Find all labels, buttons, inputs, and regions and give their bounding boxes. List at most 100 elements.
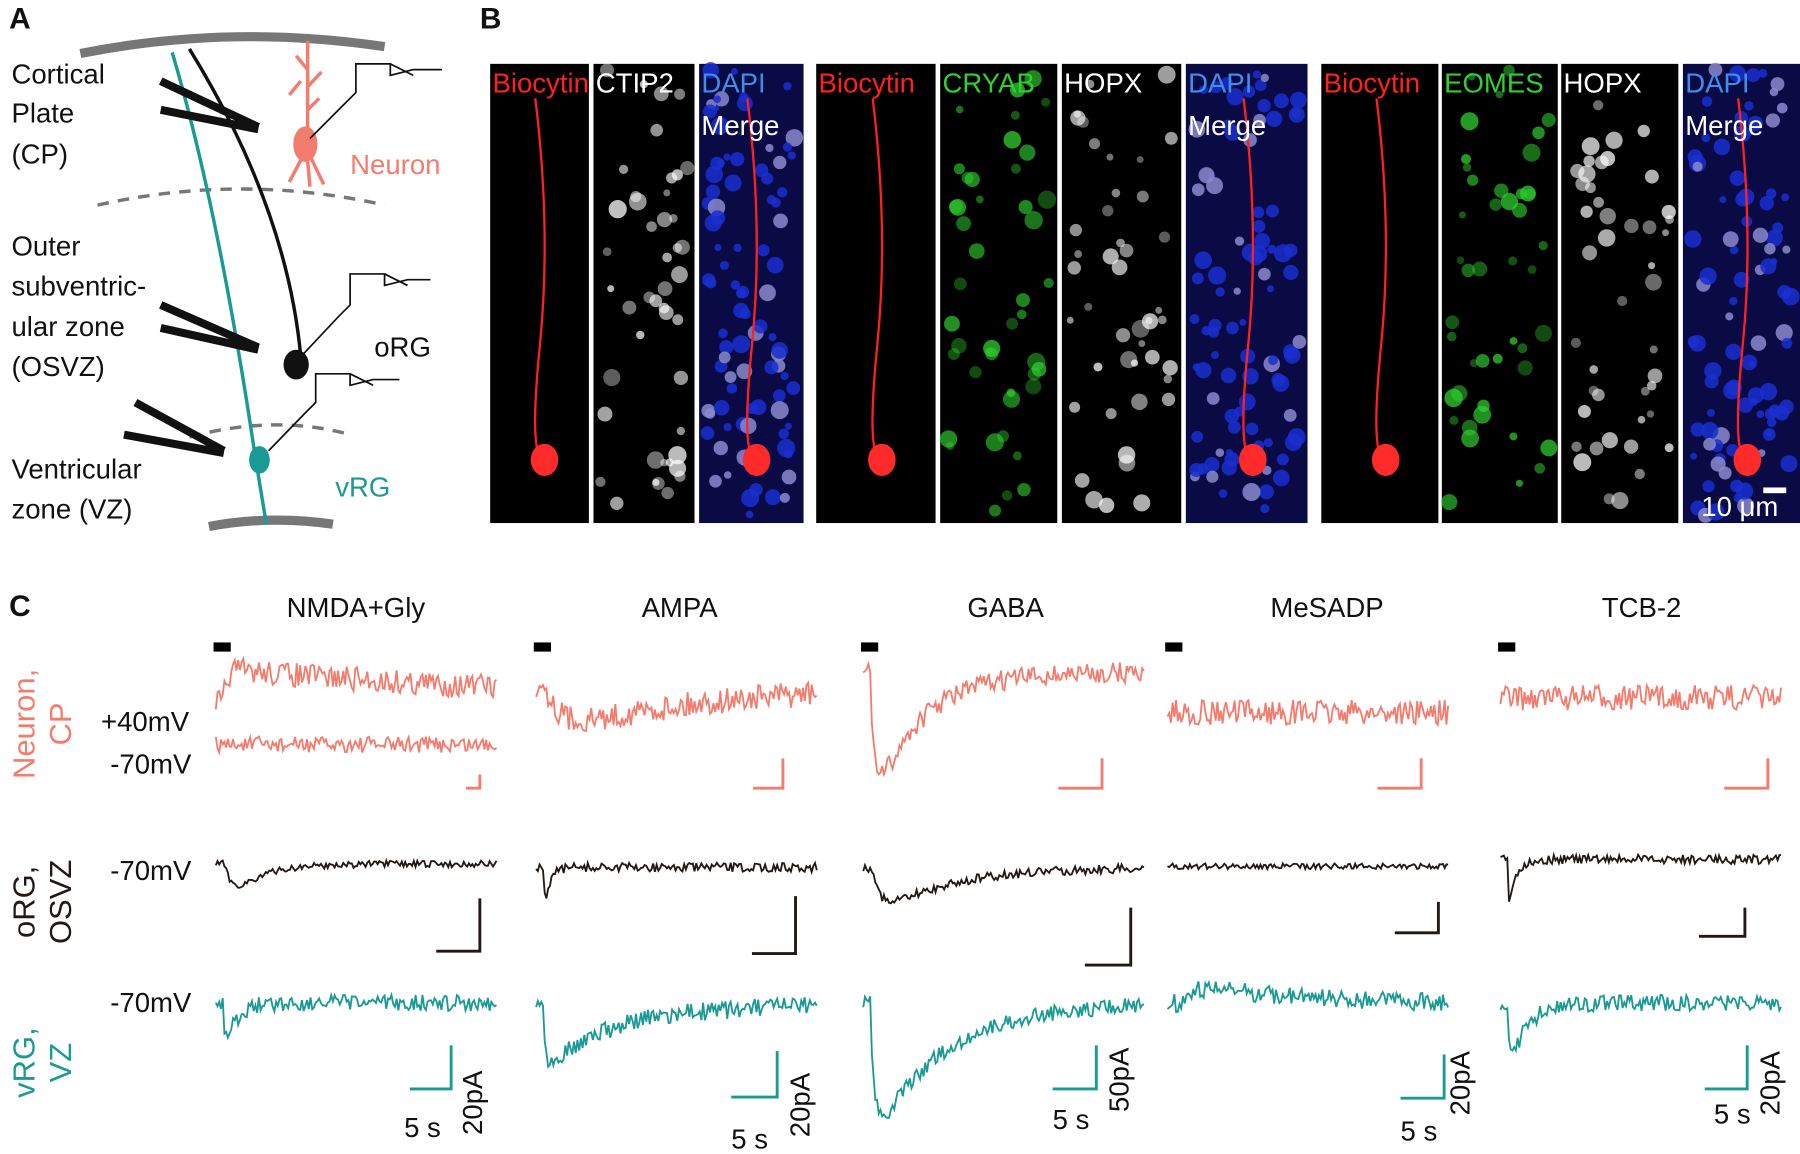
nucleus xyxy=(1206,392,1220,405)
nucleus xyxy=(1770,77,1785,91)
nucleus xyxy=(1188,120,1206,138)
nucleus xyxy=(1271,373,1286,387)
nucleus xyxy=(764,360,779,375)
current-trace xyxy=(1500,851,1782,902)
nucleus xyxy=(1489,198,1502,211)
region-label: Ventricular xyxy=(11,453,141,484)
nucleus xyxy=(1093,362,1103,372)
nucleus xyxy=(1208,318,1222,332)
nucleus xyxy=(657,281,673,297)
row-label: OSVZ xyxy=(43,860,78,944)
nucleus xyxy=(671,266,688,283)
nucleus xyxy=(1687,149,1703,165)
nucleus xyxy=(1765,188,1777,199)
scale-bar xyxy=(1084,907,1133,967)
vrg-fiber xyxy=(170,51,269,525)
nucleus xyxy=(1206,470,1219,483)
nucleus xyxy=(731,67,738,75)
nucleus xyxy=(1541,113,1556,128)
nucleus xyxy=(1661,204,1676,220)
cell-label: vRG xyxy=(335,472,390,503)
nucleus xyxy=(1242,482,1261,502)
current-trace xyxy=(1499,992,1782,1054)
nucleus xyxy=(765,143,774,153)
nucleus xyxy=(1710,456,1726,472)
holding-potential: -70mV xyxy=(110,987,192,1018)
nucleus xyxy=(1157,315,1167,325)
nucleus xyxy=(732,335,751,354)
nucleus xyxy=(1748,360,1756,368)
nucleus xyxy=(639,80,648,89)
nucleus xyxy=(1191,430,1204,443)
drug-label: TCB-2 xyxy=(1602,592,1682,623)
nucleus xyxy=(1780,455,1798,473)
nucleus xyxy=(1601,432,1618,449)
nucleus xyxy=(1006,388,1016,398)
nucleus xyxy=(1469,359,1478,368)
nucleus xyxy=(954,277,967,291)
biocytin-cell xyxy=(742,443,771,476)
scale-bar xyxy=(1400,1054,1446,1100)
biocytin-fiber xyxy=(871,98,884,462)
application-bar xyxy=(533,642,552,652)
nucleus xyxy=(1503,64,1515,77)
nucleus xyxy=(1211,351,1219,360)
panel-label: C xyxy=(9,590,31,623)
nucleus xyxy=(759,284,776,302)
nucleus xyxy=(1611,492,1629,510)
nucleus xyxy=(1519,185,1536,202)
scale-bar xyxy=(731,1051,779,1099)
nucleus xyxy=(1085,490,1103,509)
nucleus xyxy=(785,129,804,147)
nucleus xyxy=(745,510,754,519)
nucleus xyxy=(705,184,721,199)
nucleus xyxy=(650,123,663,137)
nucleus xyxy=(700,426,715,440)
scale-bar xyxy=(1052,1045,1098,1091)
scale-bar xyxy=(1698,907,1747,938)
nucleus xyxy=(595,476,606,487)
nucleus xyxy=(1460,154,1472,165)
nucleus xyxy=(1284,434,1302,452)
drug-label: MeSADP xyxy=(1270,592,1383,623)
nucleus xyxy=(1725,312,1734,321)
nucleus xyxy=(1690,452,1698,460)
nucleus xyxy=(1458,211,1466,219)
cell-label: oRG xyxy=(374,332,431,363)
nucleus xyxy=(1746,68,1761,83)
nucleus xyxy=(988,504,1002,517)
nucleus xyxy=(771,197,781,208)
region-label: Cortical xyxy=(11,58,104,89)
current-scale-label: 20pA xyxy=(457,1070,488,1135)
nucleus xyxy=(1585,182,1596,194)
nucleus xyxy=(1640,386,1650,396)
nucleus xyxy=(1646,380,1657,391)
current-scale-label: 50pA xyxy=(1103,1047,1134,1112)
nucleus xyxy=(1283,264,1299,281)
current-trace xyxy=(535,995,818,1069)
scale-bar xyxy=(1377,758,1423,790)
nucleus xyxy=(674,88,686,100)
nucleus xyxy=(1142,313,1159,330)
nucleus xyxy=(669,459,687,477)
nucleus xyxy=(1069,401,1081,413)
nucleus xyxy=(786,381,801,396)
nucleus xyxy=(1704,362,1722,380)
biocytin-fiber xyxy=(1242,98,1255,462)
nucleus xyxy=(726,383,738,394)
row-label: CP xyxy=(43,702,78,745)
region-label: (CP) xyxy=(11,139,68,170)
nucleus xyxy=(676,426,686,436)
nucleus xyxy=(782,142,793,152)
org-cell xyxy=(283,349,309,380)
nucleus xyxy=(983,339,1001,358)
nucleus xyxy=(1248,250,1263,266)
nucleus xyxy=(1733,271,1750,288)
current-trace xyxy=(1166,698,1450,728)
nucleus xyxy=(1690,422,1705,437)
nucleus xyxy=(1600,151,1616,167)
image-tile xyxy=(1061,63,1182,524)
nucleus xyxy=(1220,77,1234,90)
nucleus xyxy=(968,243,985,259)
nucleus xyxy=(1162,360,1178,376)
